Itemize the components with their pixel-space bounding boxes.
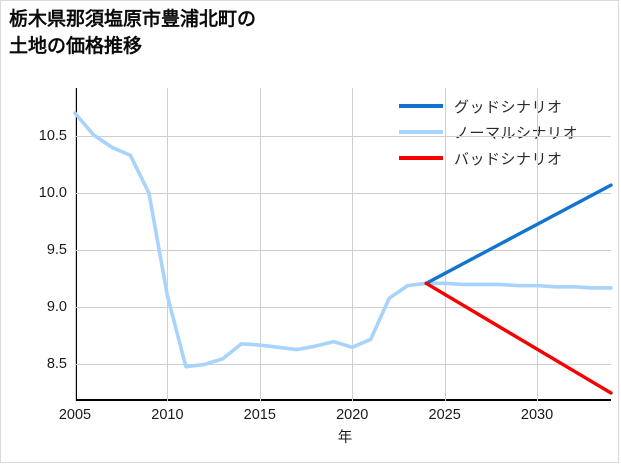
chart-legend: グッドシナリオ ノーマルシナリオ バッドシナリオ	[399, 93, 611, 171]
x-tick-label: 2010	[151, 407, 184, 423]
series-line-good	[424, 183, 613, 286]
legend-item-normal[interactable]: ノーマルシナリオ	[399, 119, 611, 145]
legend-swatch-good	[399, 104, 443, 108]
series-line-normal	[73, 111, 613, 369]
y-gridline	[75, 307, 611, 309]
x-tick-label: 2005	[58, 407, 92, 423]
x-gridline	[75, 88, 76, 401]
x-tick-label: 2020	[336, 407, 369, 423]
x-gridline	[352, 88, 354, 401]
x-gridline	[537, 88, 539, 401]
series-lines	[73, 111, 613, 395]
y-axis-line	[75, 88, 77, 401]
y-tick-label: 10.5	[38, 127, 67, 144]
legend-item-good[interactable]: グッドシナリオ	[399, 93, 611, 119]
y-gridline	[75, 193, 611, 195]
y-tick-label: 9.0	[46, 299, 67, 316]
x-axis-line	[75, 399, 611, 401]
y-gridline	[75, 135, 611, 137]
legend-label-normal: ノーマルシナリオ	[454, 124, 579, 142]
series-line-bad	[424, 281, 613, 395]
legend-label-bad: バッドシナリオ	[454, 150, 563, 168]
x-gridline	[167, 88, 169, 401]
legend-item-bad[interactable]: バッドシナリオ	[399, 145, 611, 171]
x-gridline	[444, 88, 446, 401]
legend-swatch-bad	[399, 156, 443, 160]
chart-title: 栃木県那須塩原市豊浦北町の 土地の価格推移	[9, 9, 257, 57]
x-tick-label: 2015	[243, 407, 276, 423]
plot-area	[73, 88, 613, 401]
x-tick-label: 2025	[428, 407, 461, 423]
y-gridline	[75, 250, 611, 252]
legend-label-good: グッドシナリオ	[454, 98, 563, 116]
x-axis-title: 年	[337, 430, 353, 446]
y-gridline	[75, 364, 611, 366]
y-tick-label: 10.0	[38, 185, 67, 202]
y-tick-label: 9.5	[46, 242, 67, 259]
x-gridline	[259, 88, 261, 401]
legend-swatch-normal	[399, 130, 443, 134]
y-tick-label: 8.5	[46, 356, 67, 373]
x-tick-label: 2030	[520, 407, 554, 423]
